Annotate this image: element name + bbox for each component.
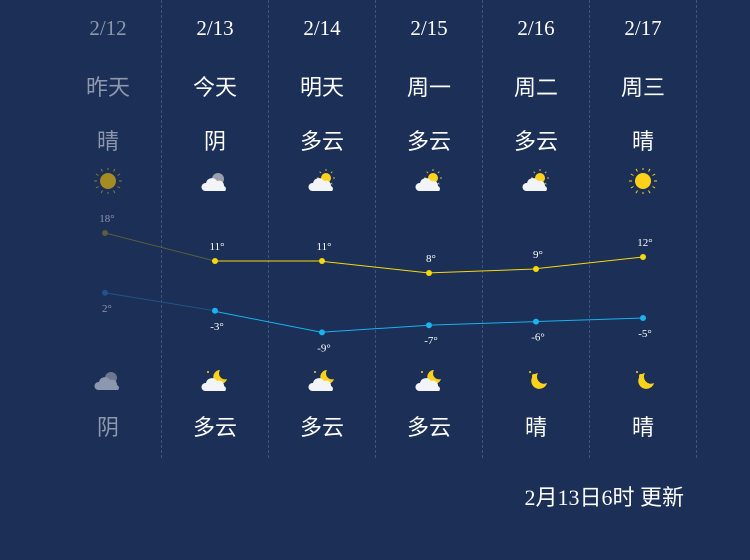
low-line-segment — [532, 317, 644, 323]
date-label: 2/14 — [303, 16, 341, 40]
column-divider — [268, 0, 269, 458]
low-temp-label: -7° — [424, 335, 438, 347]
high-line-segment — [104, 232, 216, 262]
high-point — [533, 266, 539, 272]
day-weather: 晴 — [96, 129, 119, 154]
low-line-segment — [211, 310, 323, 333]
column-divider — [375, 0, 376, 458]
night-weather: 多云 — [299, 415, 344, 440]
high-line-segment — [425, 268, 537, 274]
day-label: 明天 — [299, 75, 344, 100]
night-weather: 晴 — [631, 415, 654, 440]
high-line-segment — [318, 260, 430, 274]
moon-cloud-icon — [414, 367, 444, 393]
sun-cloud-icon — [307, 168, 337, 194]
day-column: 2/14 明天 多云 多云 — [269, 0, 375, 460]
column-divider — [161, 0, 162, 458]
high-temp-label: 18° — [99, 213, 114, 225]
high-point — [212, 258, 218, 264]
high-point — [640, 254, 646, 260]
column-divider — [482, 0, 483, 458]
low-point — [319, 329, 325, 336]
moon-icon — [521, 367, 551, 393]
high-point — [426, 270, 432, 276]
night-weather: 晴 — [524, 415, 547, 440]
day-label: 今天 — [192, 75, 237, 100]
low-temp-label: 2° — [102, 303, 112, 315]
day-label: 周三 — [620, 75, 665, 100]
day-column: 2/13 今天 阴 多云 — [162, 0, 268, 460]
day-weather: 多云 — [299, 129, 344, 154]
date-label: 2/15 — [410, 16, 448, 40]
day-weather: 晴 — [631, 129, 654, 154]
column-divider — [589, 0, 590, 458]
sun-cloud-icon — [414, 168, 444, 194]
date-label: 2/13 — [196, 16, 234, 40]
low-temp-label: -5° — [638, 328, 652, 340]
high-temp-label: 8° — [426, 253, 436, 265]
moon-cloud-icon — [200, 367, 230, 393]
low-point — [212, 307, 218, 314]
day-label: 周一 — [406, 75, 451, 100]
column-divider — [696, 0, 697, 458]
sun-icon — [93, 167, 123, 195]
day-weather: 多云 — [513, 129, 558, 154]
day-weather: 多云 — [406, 129, 451, 154]
low-temp-label: -3° — [210, 321, 224, 333]
update-time: 2月13日6时 更新 — [524, 485, 684, 510]
day-label: 周二 — [513, 75, 558, 100]
low-point — [102, 289, 108, 296]
low-point — [533, 318, 539, 325]
sun-cloud-icon — [521, 168, 551, 194]
day-column: 2/16 周二 多云 晴 — [483, 0, 589, 460]
night-weather: 多云 — [406, 415, 451, 440]
day-column: 2/12 昨天 晴 阴 — [55, 0, 161, 460]
date-label: 2/17 — [624, 16, 662, 40]
high-temp-label: 11° — [317, 241, 332, 253]
night-weather: 多云 — [192, 415, 237, 440]
date-label: 2/12 — [89, 16, 127, 40]
low-point — [426, 322, 432, 329]
day-column: 2/15 周一 多云 多云 — [376, 0, 482, 460]
low-temp-label: -9° — [317, 342, 331, 354]
day-label: 昨天 — [85, 75, 130, 100]
low-point — [640, 315, 646, 321]
high-point — [102, 230, 108, 236]
cloudy-icon — [93, 367, 123, 393]
moon-icon — [628, 367, 658, 393]
moon-cloud-icon — [307, 367, 337, 393]
high-temp-label: 9° — [533, 249, 543, 261]
high-point — [319, 258, 325, 264]
low-line-segment — [425, 321, 537, 326]
high-temp-label: 11° — [210, 241, 225, 253]
date-label: 2/16 — [517, 16, 555, 40]
low-line-segment — [104, 292, 216, 312]
day-column: 2/17 周三 晴 晴 — [590, 0, 696, 460]
low-temp-label: -6° — [531, 332, 545, 344]
cloudy-icon — [200, 168, 230, 194]
day-weather: 阴 — [203, 129, 226, 154]
night-weather: 阴 — [96, 415, 119, 440]
high-temp-label: 12° — [637, 237, 652, 249]
low-line-segment — [318, 324, 430, 333]
high-line-segment — [532, 256, 644, 270]
